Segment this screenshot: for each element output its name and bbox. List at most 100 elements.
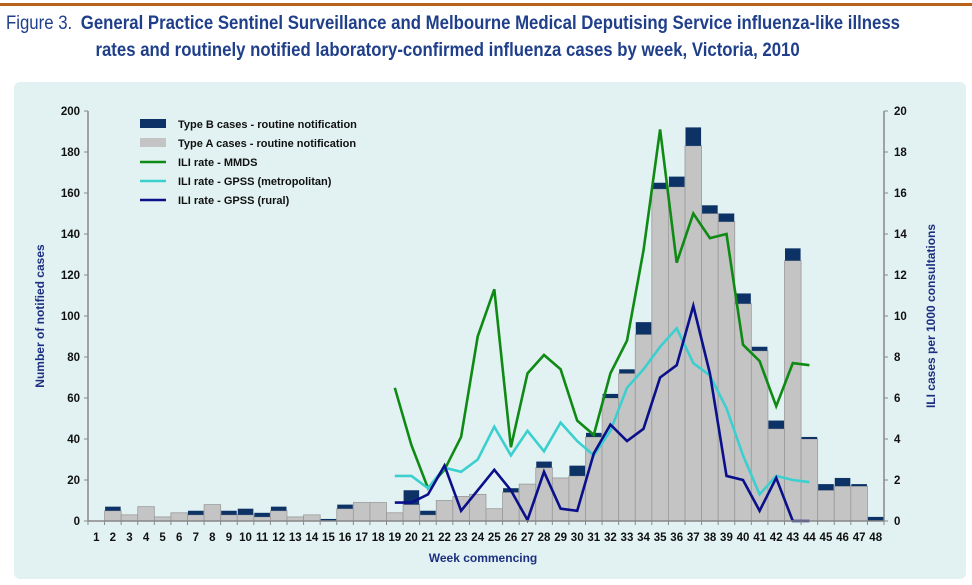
x-tick-label: 20: [405, 532, 418, 544]
x-tick-label: 37: [687, 532, 700, 544]
x-axis-title: Week commencing: [429, 551, 537, 565]
x-tick-label: 41: [753, 532, 766, 544]
bar-type-b: [619, 369, 635, 374]
bar-type-a: [551, 477, 570, 522]
bar-type-b: [735, 293, 751, 304]
bars-layer: [104, 127, 884, 522]
y-tick-label: 120: [61, 270, 80, 282]
bar-type-b: [569, 465, 585, 476]
x-tick-label: 36: [670, 532, 683, 544]
x-tick-label: 28: [538, 532, 551, 544]
x-tick-label: 45: [820, 532, 833, 544]
line-ili-mmds: [393, 129, 810, 491]
legend-swatch-type-b: [140, 119, 166, 128]
line-ili-gpss-rural: [394, 300, 810, 524]
bar-type-a: [369, 502, 387, 522]
x-tick-label: 14: [305, 532, 318, 544]
x-tick-label: 47: [853, 532, 866, 544]
bar-type-a: [352, 502, 371, 522]
bar-type-a: [203, 504, 222, 522]
y2-tick-label: 10: [894, 311, 907, 323]
legend-label: ILI rate - GPSS (metropolitan): [178, 176, 332, 188]
y2-tick-label: 16: [894, 188, 907, 200]
y-tick-label: 140: [61, 229, 80, 241]
bar-type-b: [668, 176, 685, 187]
line-ili-gpss-metro: [394, 325, 810, 497]
bar-type-b: [785, 248, 801, 261]
y-tick-label: 200: [61, 106, 80, 118]
bar-type-b: [702, 205, 718, 214]
x-tick-label: 15: [322, 532, 335, 544]
x-tick-label: 2: [110, 532, 116, 544]
legend-label: ILI rate - GPSS (rural): [178, 195, 290, 207]
legend-label: Type B cases - routine notification: [178, 119, 357, 131]
bar-type-a: [833, 485, 852, 522]
bar-type-b: [718, 213, 735, 222]
x-tick-label: 35: [654, 532, 667, 544]
x-tick-label: 33: [621, 532, 634, 544]
bar-type-a: [701, 213, 719, 522]
x-tick-label: 43: [786, 532, 799, 544]
bar-type-b: [188, 510, 204, 515]
title-line-1: General Practice Sentinel Surveillance a…: [80, 12, 900, 34]
x-tick-label: 38: [703, 532, 716, 544]
bar-type-a: [485, 508, 503, 522]
axes-layer: 0204060801001201401601802000246810121416…: [61, 106, 908, 544]
x-tick-label: 21: [422, 532, 435, 544]
bar-type-a: [120, 514, 139, 522]
bar-type-b: [652, 182, 668, 189]
y-tick-label: 80: [67, 352, 80, 364]
y2-tick-label: 14: [894, 229, 907, 241]
bar-type-a: [535, 467, 553, 522]
x-tick-label: 46: [836, 532, 849, 544]
bar-type-b: [685, 127, 702, 146]
x-tick-label: 25: [488, 532, 501, 544]
x-tick-label: 8: [209, 532, 216, 544]
bar-type-a: [187, 514, 205, 522]
x-tick-label: 9: [226, 532, 232, 544]
bar-type-a: [817, 489, 835, 522]
y2-tick-label: 8: [894, 352, 901, 364]
bar-type-b: [751, 346, 768, 351]
x-tick-label: 5: [159, 532, 166, 544]
bar-type-a: [170, 512, 188, 522]
x-tick-label: 1: [93, 532, 100, 544]
bar-type-a: [435, 500, 454, 522]
bar-type-a: [104, 510, 122, 522]
x-tick-label: 16: [339, 532, 352, 544]
x-tick-label: 42: [770, 532, 783, 544]
y2-tick-label: 18: [894, 147, 907, 159]
lines-layer: [393, 129, 810, 524]
y-tick-label: 160: [61, 188, 80, 200]
bar-type-b: [834, 477, 851, 487]
bar-type-b: [254, 512, 270, 517]
bar-type-b: [221, 510, 237, 515]
y-axis-title: Number of notified cases: [33, 244, 47, 388]
x-tick-label: 44: [803, 532, 816, 544]
y-tick-label: 0: [74, 516, 80, 528]
y2-tick-label: 12: [894, 270, 907, 282]
legend-label: Type A cases - routine notification: [178, 138, 356, 150]
x-tick-label: 3: [126, 532, 132, 544]
x-tick-label: 48: [869, 532, 882, 544]
x-tick-label: 7: [193, 532, 199, 544]
x-tick-label: 17: [355, 532, 368, 544]
bar-type-b: [270, 506, 287, 511]
x-tick-label: 31: [587, 532, 600, 544]
x-tick-label: 4: [143, 532, 150, 544]
x-tick-label: 26: [504, 532, 517, 544]
bar-type-a: [220, 514, 238, 522]
bar-type-a: [336, 508, 354, 522]
bar-type-b: [867, 516, 884, 521]
bar-type-a: [850, 485, 868, 522]
x-tick-label: 10: [239, 532, 252, 544]
y-tick-label: 180: [61, 147, 80, 159]
x-tick-label: 22: [438, 532, 451, 544]
x-tick-label: 11: [256, 532, 269, 544]
x-tick-label: 39: [720, 532, 733, 544]
x-tick-label: 19: [388, 532, 401, 544]
y-tick-label: 100: [61, 311, 80, 323]
legend: Type B cases - routine notification Type …: [140, 119, 357, 207]
x-tick-label: 24: [471, 532, 484, 544]
